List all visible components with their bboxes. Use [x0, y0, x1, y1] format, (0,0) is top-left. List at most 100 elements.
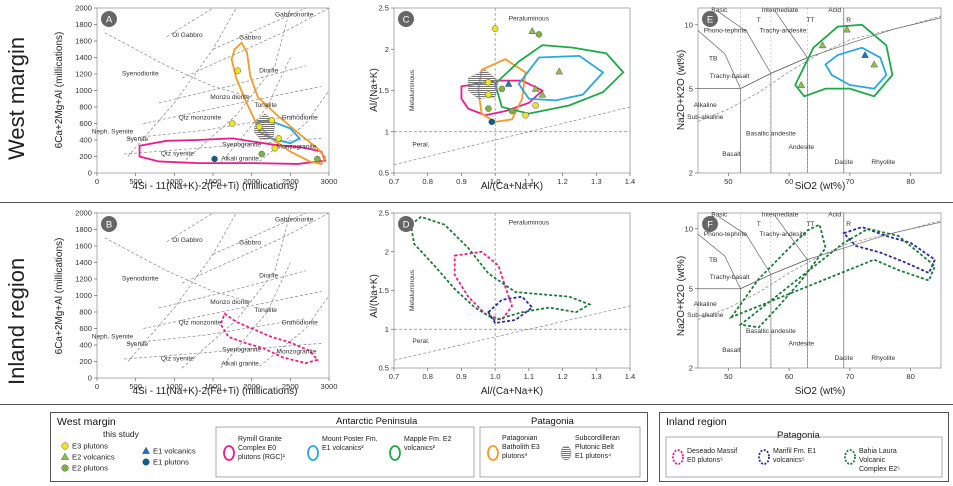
legend-west-symbols: E3 plutons E2 volcanics E2 plutons E1 volca…: [60, 426, 641, 478]
field-label-intermediate: Intermediate: [762, 212, 799, 219]
field-label-syenite: Syenite: [126, 136, 148, 143]
field-label-basic: Basic: [711, 7, 728, 14]
legend-pat-text: Plutonic Belt: [575, 444, 614, 451]
legend-inland-text: Volcanic: [859, 457, 886, 464]
field-label-r: R: [846, 221, 851, 228]
point-e3-plutons: [485, 79, 492, 86]
field-label-syenodiorite: Syenodiorite: [122, 71, 159, 78]
y-tick-label: 1200: [75, 70, 92, 79]
y-tick-label: 0: [88, 169, 92, 178]
point-e2-plutons: [314, 155, 321, 163]
legend-inland-text: E0 plutons⁵: [687, 457, 723, 464]
legend-swatch-bahia-laura-volcanic: [844, 449, 856, 465]
legend-ap-text: E1 volcanics²: [322, 445, 364, 452]
legend-inland-text: Deseado Massif: [687, 448, 737, 455]
legend-swatch-mapple-fm-e2-volcani: [389, 445, 401, 461]
legend-ap-text: Rymill Granite: [238, 436, 282, 443]
x-tick-label: 1.0: [490, 177, 501, 186]
x-tick-label: 1.3: [591, 372, 602, 381]
y-tick-label: 1800: [75, 20, 92, 29]
y-tick-label: 0: [88, 374, 92, 383]
legend-pat-text: Subcordilleran: [575, 435, 620, 442]
point-e1-volcanics: [504, 79, 513, 87]
point-e3-plutons: [485, 91, 492, 98]
field-label-basic: Basic: [711, 212, 728, 219]
legend-swatch-patagonian: [487, 445, 499, 461]
x-tick-label: 0.8: [422, 372, 433, 381]
legend-item-e3-plutons: E3 plutons: [72, 442, 108, 451]
field-label-monzo-diorite: Monzo diorite: [210, 299, 250, 306]
field-mount-poster-fm: [824, 46, 888, 90]
legend-swatch-deseado-massif-e0-pl: [672, 449, 684, 465]
point-e2-plutons: [508, 107, 516, 115]
point-e1-volcanics: [861, 50, 869, 58]
y-axis-label: Al/(Na+K): [369, 68, 380, 112]
y-tick-label: 2000: [75, 209, 92, 218]
point-e3-plutons: [268, 116, 276, 124]
x-tick-label: 2000: [243, 382, 260, 391]
legend-inland-text: Bahia Laura: [859, 448, 897, 455]
y-axis-label: 6Ca+2Mg+Al (millications): [54, 238, 65, 355]
field-label-alkaline: Alkaline: [694, 301, 717, 308]
x-tick-label: 60: [785, 177, 793, 186]
legend-ap-title: Antarctic Peninsula: [336, 416, 418, 427]
legend-marker-circle: [61, 442, 69, 450]
y-tick-label: 200: [79, 152, 92, 161]
y-tick-label: 800: [79, 103, 92, 112]
y-axis-label: Na2O+K2O (wt%): [676, 256, 687, 336]
field-mapple-fm: [794, 23, 894, 98]
y-tick-label: 600: [79, 119, 92, 128]
plot-frame: [697, 7, 942, 174]
field-label-gabbronorite: Gabbronorite: [275, 11, 314, 18]
point-e2-plutons: [258, 150, 265, 158]
x-tick-label: 0.7: [389, 372, 400, 381]
legend-ap-text: plutons (RGC)¹: [238, 454, 286, 461]
point-e2-volcanics: [843, 25, 851, 33]
field-label-dacite: Dacite: [834, 159, 853, 166]
legend-ap-box: [215, 426, 475, 478]
row-divider: [0, 202, 953, 203]
y-tick-label: 800: [79, 308, 92, 317]
y-tick-label: 2: [689, 169, 693, 178]
field-label-basaltic-andesite: Basaltic andesite: [746, 131, 796, 138]
field-label-neph-syenite: Neph. Syenite: [92, 128, 134, 135]
y-tick-label: 2.5: [378, 209, 389, 218]
x-tick-label: 1.1: [524, 372, 535, 381]
x-tick-label: 0: [95, 382, 99, 391]
panel-badge: [101, 11, 117, 27]
point-e1-plutons: [211, 155, 218, 163]
field-label-tb: TB: [709, 257, 718, 264]
legend-west-title: West margin: [57, 416, 116, 428]
panel-badge: [398, 11, 414, 27]
panel-badge-letter: D: [403, 220, 410, 231]
plot-frame: [697, 212, 942, 369]
x-tick-label: 3000: [321, 382, 338, 391]
y-tick-label: 400: [79, 136, 92, 145]
y-tick-label: 0.5: [378, 364, 389, 373]
y-tick-label: 2: [385, 247, 389, 256]
x-axis-label: Al/(Ca+Na+K): [481, 386, 543, 397]
panel-a: Gabbronorite Ol Gabbro Gabbro Diorite Syenod…: [54, 4, 337, 192]
point-e3-plutons: [532, 102, 539, 109]
field-mount-poster-fm: [517, 54, 605, 102]
field-deseado-massif: [219, 312, 319, 365]
field-label-sub-alkaline: Sub-alkaline: [687, 114, 724, 121]
y-tick-label: 10: [685, 224, 693, 233]
point-e3-plutons: [229, 120, 236, 127]
field-label-t: T: [757, 221, 761, 228]
y-tick-label: 2: [689, 364, 693, 373]
y-tick-label: 1400: [75, 53, 92, 62]
y-axis-label: 6Ca+2Mg+Al (millications): [54, 32, 65, 149]
panel-badge-letter: A: [106, 15, 113, 26]
panel-badge: [398, 216, 414, 232]
field-label-metaluminous: Metaluminous: [409, 69, 416, 111]
x-axis-label: Al/(Ca+Na+K): [481, 181, 543, 192]
field-label-andesite: Andesite: [788, 144, 814, 151]
x-tick-label: 2500: [282, 382, 299, 391]
legend-item-e2-volcanics: E2 volcanics: [72, 453, 115, 462]
y-tick-label: 10: [685, 20, 693, 29]
legend-west: West margin this study Antarctic Peninsu…: [50, 412, 648, 482]
x-tick-label: 0.7: [389, 177, 400, 186]
y-tick-label: 1000: [75, 291, 92, 300]
x-tick-label: 50: [724, 372, 732, 381]
